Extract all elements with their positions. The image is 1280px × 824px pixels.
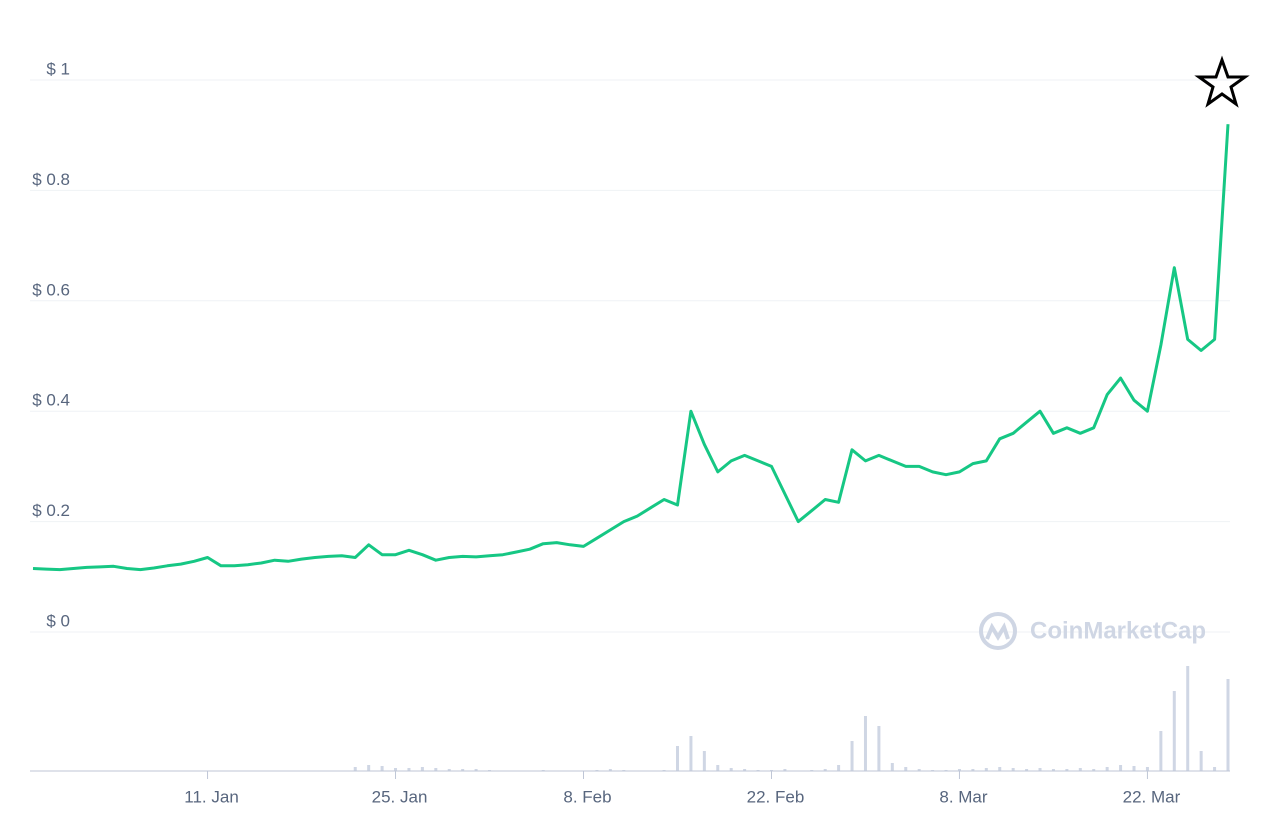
volume-bar [689, 736, 693, 771]
y-tick-label: $ 0.6 [32, 280, 70, 299]
volume-bar [461, 769, 465, 771]
volume-bar [1105, 767, 1109, 771]
volume-bar [1025, 769, 1029, 771]
favorite-star[interactable] [1194, 55, 1250, 108]
volume-bar [608, 769, 612, 771]
y-tick-label: $ 0.4 [32, 391, 70, 410]
y-tick-label: $ 0.2 [32, 501, 70, 520]
volume-bar [1092, 769, 1096, 771]
volume-bar [1065, 769, 1069, 771]
volume-bar [783, 769, 787, 771]
volume-bar [420, 767, 424, 771]
volume-bar [407, 768, 411, 771]
volume-bar [716, 765, 720, 771]
volume-bar [1119, 765, 1123, 771]
volume-bar [904, 767, 908, 771]
x-tick-label: 8. Feb [563, 787, 611, 806]
volume-bar [367, 765, 371, 771]
y-tick-label: $ 1 [46, 59, 70, 78]
volume-bar [1186, 666, 1190, 771]
volume-bar [1213, 767, 1217, 771]
y-tick-label: $ 0 [46, 611, 70, 630]
x-tick-label: 8. Mar [939, 787, 988, 806]
volume-bar [1078, 768, 1082, 771]
plot: $ 0 $ 0.2 $ 0.4 $ 0.6 $ 0.8 $ 1 11. Jan 25. Jan… [30, 59, 1230, 806]
y-tick-label: $ 0.8 [32, 170, 70, 189]
volume-bar [957, 769, 961, 771]
volume-bar [743, 769, 747, 771]
x-tick-label: 22. Mar [1123, 787, 1181, 806]
volume-bar [863, 716, 867, 771]
volume-bar [971, 769, 975, 771]
volume-bar [998, 767, 1002, 771]
volume-bar [380, 766, 384, 771]
volume-bar [837, 765, 841, 771]
x-tick-label: 25. Jan [372, 787, 428, 806]
volume-bar [1145, 767, 1149, 771]
volume-bar [1172, 691, 1176, 771]
volume-bar [394, 768, 398, 771]
volume-bar [1199, 751, 1203, 771]
volume-bar [702, 751, 706, 771]
x-tick-label: 11. Jan [184, 787, 239, 806]
volume-bar [434, 768, 438, 771]
volume-bar [850, 741, 854, 771]
x-tick-label: 22. Feb [747, 787, 805, 806]
volume-bar [890, 763, 894, 771]
volume-bar [675, 746, 679, 771]
price-line [32, 124, 1230, 572]
volume-bar [447, 769, 451, 771]
volume-bar [353, 767, 357, 771]
volume-bar [1226, 679, 1230, 771]
volume-bar [1159, 731, 1163, 771]
volume-bar [877, 726, 881, 771]
watermark-logo [979, 612, 1017, 650]
volume-bar [823, 769, 827, 771]
volume-bar [729, 768, 733, 771]
volume-bar [984, 768, 988, 771]
volume-bar [1038, 768, 1042, 771]
volume-bar [917, 769, 921, 771]
volume-bar [1051, 769, 1055, 771]
volume-bar [474, 769, 478, 771]
volume-bar [1011, 768, 1015, 771]
volume-bar [1132, 766, 1136, 771]
watermark: CoinMarketCap [1030, 617, 1206, 644]
